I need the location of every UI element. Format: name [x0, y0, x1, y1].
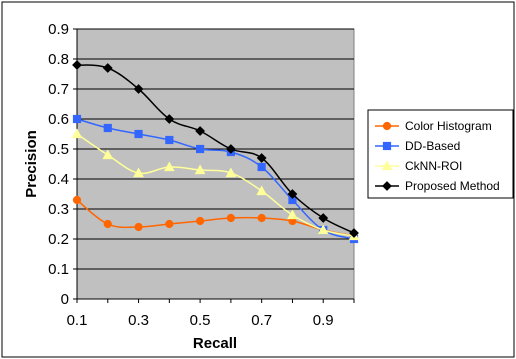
x-tick-label: 0.5 [190, 312, 211, 329]
legend-label: Proposed Method [405, 179, 500, 193]
data-point-marker [134, 222, 143, 232]
legend-box [367, 109, 514, 199]
data-point-marker [256, 185, 268, 196]
legend-marker [382, 141, 392, 151]
data-point-marker [71, 128, 83, 139]
series-line [76, 199, 355, 237]
y-tick-label: 0.2 [48, 231, 69, 248]
data-point-marker [287, 209, 298, 220]
data-point-marker [349, 228, 359, 238]
data-point-marker [225, 144, 236, 154]
x-tick-label: 0.1 [67, 312, 88, 329]
series-line [76, 118, 355, 240]
legend-marker [381, 160, 393, 171]
legend-label: Color Histogram [405, 119, 492, 133]
data-point-marker [72, 114, 82, 124]
legend-entry: Proposed Method [375, 179, 500, 193]
data-point-marker [257, 162, 266, 172]
data-point-marker [133, 84, 144, 94]
x-tick-label: 0.9 [313, 312, 334, 329]
data-point-marker [134, 129, 143, 139]
y-axis-title: Precision [23, 130, 40, 198]
legend-entry: Color Histogram [375, 119, 492, 133]
data-point-marker [257, 213, 266, 223]
data-point-marker [72, 195, 82, 205]
series-line [76, 133, 355, 237]
data-point-marker [226, 213, 235, 223]
y-tick-label: 0.5 [48, 141, 69, 158]
data-point-marker [195, 126, 206, 136]
plot-area [76, 28, 355, 300]
data-point-marker [133, 167, 144, 178]
data-point-marker [164, 114, 175, 124]
legend-marker [382, 181, 392, 191]
y-tick-label: 0 [61, 291, 69, 308]
data-point-marker [163, 161, 175, 172]
legend: Color Histogram DD-Based CkNN-ROI Proposed … [375, 119, 500, 193]
x-tick-label: 0.7 [251, 312, 272, 329]
axes: 0 0.1 0.2 0.3 0.4 0.5 0.6 0.7 0.8 0.9 0.1 0.3 0.5 0.7… [48, 21, 355, 329]
data-point-marker [318, 213, 329, 223]
data-point-marker [165, 219, 174, 229]
data-point-marker [103, 219, 112, 229]
y-tick-label: 0.1 [48, 261, 69, 278]
data-point-marker [225, 167, 237, 178]
series-line [76, 64, 355, 234]
series-group [71, 60, 360, 244]
y-tick-label: 0.8 [48, 51, 69, 68]
data-point-marker [102, 149, 114, 160]
data-point-marker [287, 189, 298, 199]
data-point-marker [194, 164, 206, 175]
data-point-marker [256, 153, 267, 163]
y-tick-label: 0.6 [48, 111, 69, 128]
data-point-marker [196, 216, 205, 226]
series-proposed-method [72, 60, 359, 238]
data-point-marker [72, 60, 82, 70]
data-point-marker [317, 224, 329, 235]
data-point-marker [102, 63, 113, 73]
data-point-marker [196, 144, 205, 154]
x-tick-label: 0.3 [128, 312, 149, 329]
y-tick-label: 0.3 [48, 201, 69, 218]
legend-label: DD-Based [405, 139, 460, 153]
x-axis-title: Recall [193, 335, 237, 352]
legend-label: CkNN-ROI [405, 159, 462, 173]
data-point-marker [103, 123, 112, 133]
legend-entry: DD-Based [375, 139, 460, 153]
legend-entry: CkNN-ROI [375, 159, 462, 173]
legend-marker [382, 121, 392, 131]
gridlines [77, 28, 354, 270]
y-tick-label: 0.7 [48, 81, 69, 98]
y-tick-label: 0.9 [48, 21, 69, 38]
y-tick-label: 0.4 [48, 171, 69, 188]
data-point-marker [165, 135, 174, 145]
